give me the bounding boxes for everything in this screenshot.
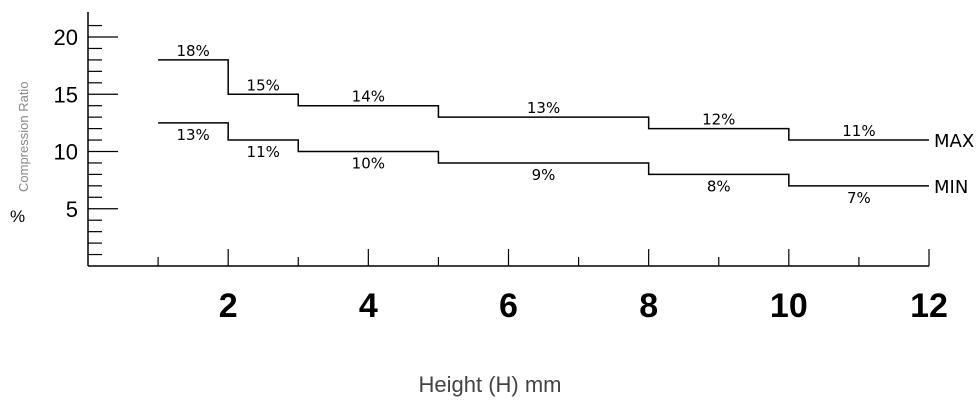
x-tick-label: 2 <box>219 287 238 325</box>
chart-axes <box>87 12 929 267</box>
chart-ticks <box>88 24 930 266</box>
chart-data-labels: 18% 15% 14% 13% 12% 11% MAX 13% 11% 10% 9% 8% 7% MIN <box>176 42 974 207</box>
x-tick-label: 4 <box>359 287 378 325</box>
series-line-max <box>158 59 929 141</box>
y-tick-label: 10 <box>54 140 78 165</box>
x-tick-label: 10 <box>770 287 808 325</box>
series-name-label: MIN <box>934 177 968 198</box>
data-label: 7% <box>847 189 871 207</box>
y-tick-label: 20 <box>54 25 78 50</box>
data-label: 8% <box>707 177 731 195</box>
data-label: 13% <box>176 126 209 144</box>
data-label: 15% <box>247 76 280 94</box>
series-name-label: MAX <box>934 131 974 152</box>
x-tick-label: 6 <box>499 287 518 325</box>
data-label: 11% <box>247 143 280 161</box>
y-tick-label: 15 <box>54 82 78 107</box>
data-label: 13% <box>527 99 560 117</box>
data-label: 14% <box>352 88 385 106</box>
data-label: 18% <box>176 42 209 60</box>
chart-tick-labels: 5 10 15 20 2 4 6 8 10 12 <box>54 25 948 325</box>
x-axis-label: Height (H) mm <box>418 372 561 397</box>
data-label: 11% <box>842 122 875 140</box>
data-label: 10% <box>352 155 385 173</box>
chart-series <box>158 59 929 187</box>
x-tick-label: 8 <box>639 287 658 325</box>
data-label: 9% <box>532 166 556 184</box>
y-tick-label: 5 <box>66 197 78 222</box>
x-tick-label: 12 <box>910 287 948 325</box>
y-axis-label: Compression Ratio <box>16 81 31 192</box>
data-label: 12% <box>702 111 735 129</box>
series-line-min <box>158 122 929 187</box>
y-axis-unit-label: % <box>10 207 25 226</box>
